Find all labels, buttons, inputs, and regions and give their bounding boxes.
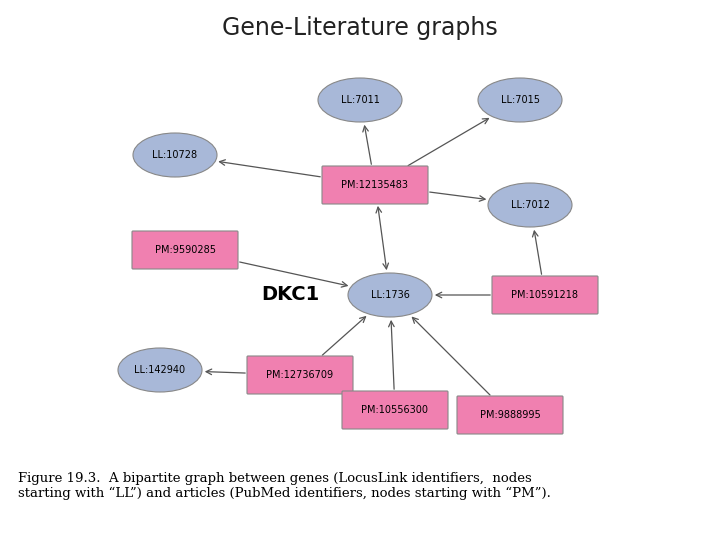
Text: LL:7012: LL:7012 — [510, 200, 549, 210]
FancyBboxPatch shape — [247, 356, 353, 394]
Text: PM:9590285: PM:9590285 — [155, 245, 215, 255]
Text: Figure 19.3.  A bipartite graph between genes (LocusLink identifiers,  nodes
sta: Figure 19.3. A bipartite graph between g… — [18, 472, 551, 500]
Text: PM:12736709: PM:12736709 — [266, 370, 333, 380]
Ellipse shape — [318, 78, 402, 122]
Text: PM:10556300: PM:10556300 — [361, 405, 428, 415]
Text: PM:9888995: PM:9888995 — [480, 410, 541, 420]
FancyBboxPatch shape — [492, 276, 598, 314]
Ellipse shape — [348, 273, 432, 317]
Ellipse shape — [133, 133, 217, 177]
Text: DKC1: DKC1 — [261, 286, 319, 305]
FancyBboxPatch shape — [132, 231, 238, 269]
Text: LL:7011: LL:7011 — [341, 95, 379, 105]
Text: LL:142940: LL:142940 — [135, 365, 186, 375]
FancyBboxPatch shape — [342, 391, 448, 429]
FancyBboxPatch shape — [457, 396, 563, 434]
Ellipse shape — [478, 78, 562, 122]
Text: LL:7015: LL:7015 — [500, 95, 539, 105]
Text: PM:10591218: PM:10591218 — [511, 290, 578, 300]
Text: LL:10728: LL:10728 — [153, 150, 197, 160]
Text: Gene-Literature graphs: Gene-Literature graphs — [222, 16, 498, 40]
Ellipse shape — [118, 348, 202, 392]
Ellipse shape — [488, 183, 572, 227]
FancyBboxPatch shape — [322, 166, 428, 204]
Text: PM:12135483: PM:12135483 — [341, 180, 408, 190]
Text: LL:1736: LL:1736 — [371, 290, 410, 300]
